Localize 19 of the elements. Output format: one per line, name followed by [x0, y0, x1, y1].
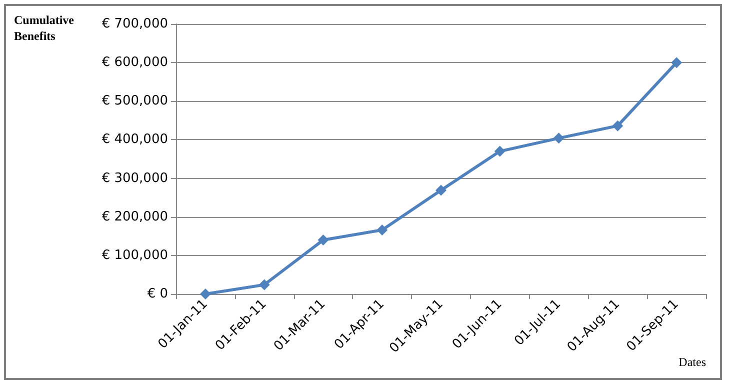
y-tick-label: € 200,000 — [102, 209, 168, 224]
y-axis-title: Cumulative Benefits — [14, 13, 77, 43]
point — [494, 146, 506, 157]
point — [436, 184, 446, 196]
point — [318, 234, 329, 246]
y-tick-label: € 0 — [147, 286, 168, 302]
y-tick-label: € 300,000 — [102, 170, 168, 186]
y-tick-label: € 700,000 — [102, 16, 168, 32]
x-axis-title: Dates — [678, 355, 706, 369]
y-tick-label: € 600,000 — [102, 55, 168, 70]
y-tick-label: € 400,000 — [102, 132, 168, 148]
point — [671, 57, 682, 68]
point — [258, 279, 270, 290]
y-tick-label: € 500,000 — [102, 94, 168, 109]
point — [553, 132, 564, 144]
point — [376, 224, 388, 236]
point — [612, 120, 624, 132]
point — [200, 288, 211, 300]
y-tick-label: € 100,000 — [102, 248, 168, 263]
